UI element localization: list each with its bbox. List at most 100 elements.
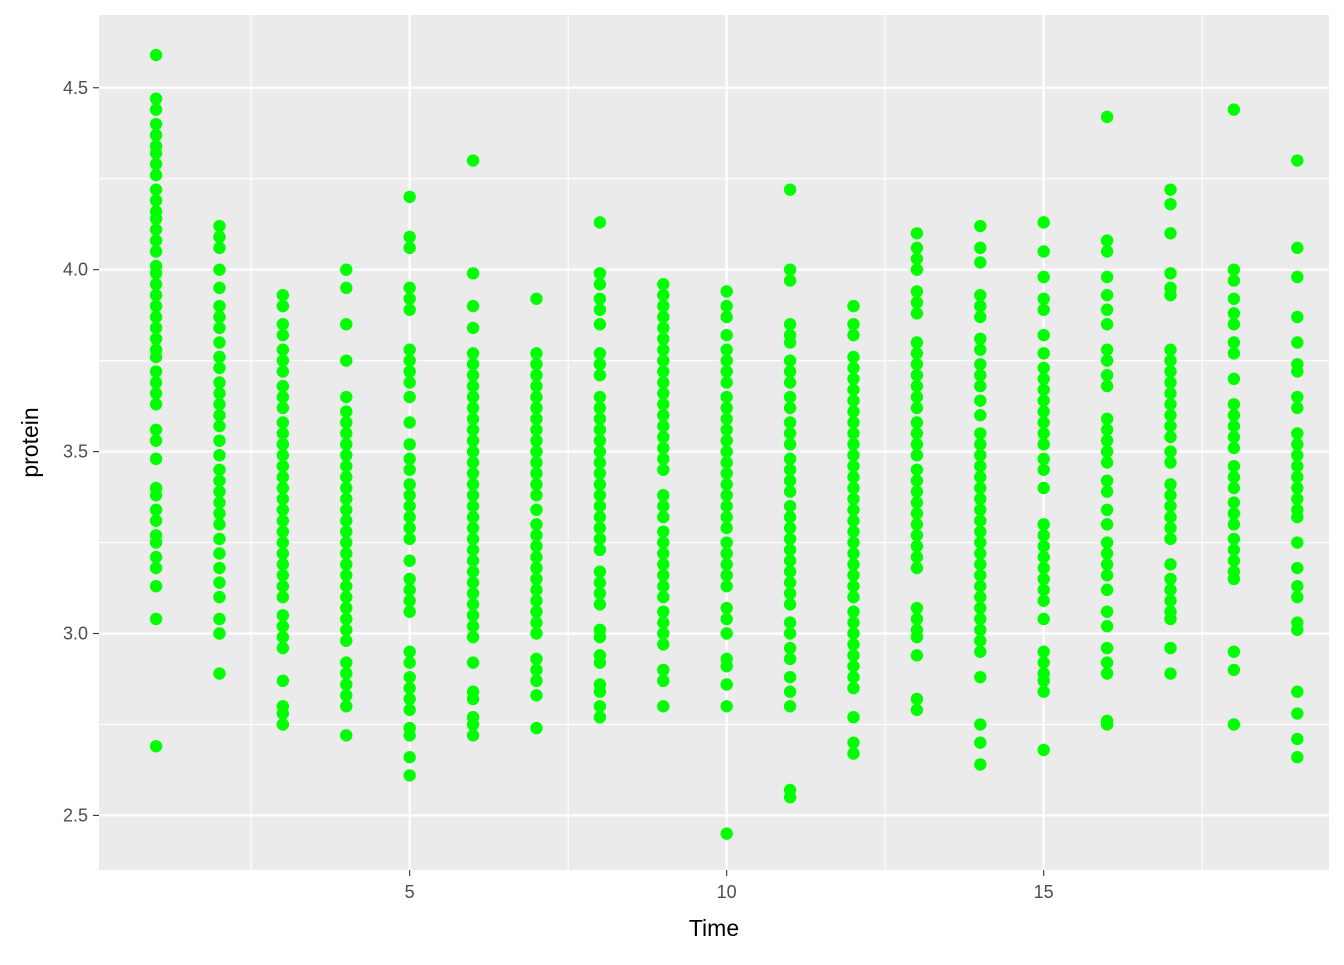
data-point bbox=[910, 449, 924, 462]
data-point bbox=[403, 281, 416, 295]
data-point bbox=[1037, 612, 1050, 626]
data-point bbox=[847, 736, 860, 749]
data-point bbox=[1291, 685, 1304, 698]
data-point bbox=[847, 569, 860, 582]
data-point bbox=[1164, 667, 1177, 680]
data-point bbox=[974, 736, 987, 749]
data-point bbox=[1100, 558, 1114, 571]
data-point bbox=[149, 299, 163, 313]
x-tick-label: 10 bbox=[717, 882, 737, 902]
data-point bbox=[720, 445, 733, 458]
data-point bbox=[974, 332, 987, 346]
data-point bbox=[466, 368, 480, 382]
data-point bbox=[149, 398, 163, 411]
data-point bbox=[530, 616, 543, 629]
data-point bbox=[149, 321, 163, 335]
data-point bbox=[847, 649, 860, 662]
data-point bbox=[847, 350, 860, 364]
data-point bbox=[213, 281, 226, 295]
data-point bbox=[720, 365, 733, 378]
data-point bbox=[847, 525, 860, 538]
data-point bbox=[783, 554, 797, 567]
data-point bbox=[1037, 347, 1050, 360]
data-point bbox=[340, 449, 353, 462]
data-point bbox=[1227, 274, 1241, 287]
data-point bbox=[213, 532, 226, 546]
data-point bbox=[847, 536, 860, 549]
data-point bbox=[213, 219, 226, 233]
data-point bbox=[530, 518, 543, 531]
data-point bbox=[530, 503, 543, 517]
data-point bbox=[1291, 732, 1304, 746]
data-point bbox=[657, 299, 670, 313]
data-point bbox=[530, 721, 543, 735]
data-point bbox=[720, 299, 733, 313]
data-point bbox=[847, 605, 860, 618]
data-point bbox=[276, 536, 290, 549]
data-point bbox=[910, 336, 924, 349]
data-point bbox=[340, 678, 353, 691]
data-point bbox=[149, 503, 163, 517]
data-point bbox=[1037, 583, 1050, 597]
data-point bbox=[276, 299, 290, 313]
data-point bbox=[340, 427, 353, 440]
data-point bbox=[1164, 489, 1177, 502]
data-point bbox=[466, 267, 480, 280]
data-point bbox=[340, 558, 353, 571]
data-point bbox=[530, 456, 543, 469]
data-point bbox=[1037, 383, 1050, 396]
data-point bbox=[1227, 554, 1241, 567]
data-point bbox=[657, 278, 670, 291]
data-point bbox=[847, 747, 860, 760]
data-point bbox=[340, 667, 353, 680]
data-point bbox=[213, 310, 226, 324]
data-point bbox=[657, 700, 670, 713]
data-point bbox=[1291, 580, 1304, 593]
grid-minor bbox=[99, 15, 1329, 870]
data-point bbox=[783, 700, 797, 713]
data-point bbox=[1037, 292, 1050, 305]
data-point bbox=[213, 485, 226, 498]
data-point bbox=[1291, 561, 1304, 575]
data-point bbox=[847, 710, 860, 724]
data-point bbox=[466, 299, 480, 313]
data-point bbox=[1164, 612, 1177, 626]
data-point bbox=[340, 514, 353, 527]
data-point bbox=[783, 641, 797, 655]
data-point bbox=[783, 263, 797, 276]
data-point bbox=[657, 536, 670, 549]
data-point bbox=[213, 336, 226, 349]
data-point bbox=[593, 318, 607, 331]
data-point bbox=[783, 616, 797, 629]
data-point bbox=[1100, 245, 1114, 258]
data-point bbox=[910, 692, 924, 706]
data-point bbox=[720, 376, 733, 389]
data-point bbox=[657, 580, 670, 593]
data-point bbox=[1227, 532, 1241, 546]
data-point bbox=[530, 292, 543, 305]
data-point bbox=[593, 445, 607, 458]
data-point bbox=[403, 365, 416, 378]
data-point bbox=[910, 296, 924, 309]
data-point bbox=[720, 499, 733, 513]
data-point bbox=[149, 92, 163, 105]
data-point bbox=[974, 343, 987, 356]
data-point bbox=[1227, 103, 1241, 116]
data-point bbox=[910, 307, 924, 320]
data-point bbox=[720, 390, 733, 404]
data-point bbox=[1227, 318, 1241, 331]
data-point bbox=[403, 751, 416, 764]
data-point bbox=[213, 590, 226, 604]
data-point bbox=[530, 358, 543, 371]
data-point bbox=[213, 434, 226, 447]
data-point bbox=[149, 612, 163, 626]
data-point bbox=[1037, 438, 1050, 451]
data-point bbox=[847, 470, 860, 484]
data-point bbox=[403, 438, 416, 451]
data-point bbox=[720, 547, 733, 560]
data-point bbox=[720, 434, 733, 447]
data-point bbox=[213, 376, 226, 389]
data-point bbox=[847, 481, 860, 495]
data-point bbox=[276, 514, 290, 527]
data-point bbox=[847, 616, 860, 629]
